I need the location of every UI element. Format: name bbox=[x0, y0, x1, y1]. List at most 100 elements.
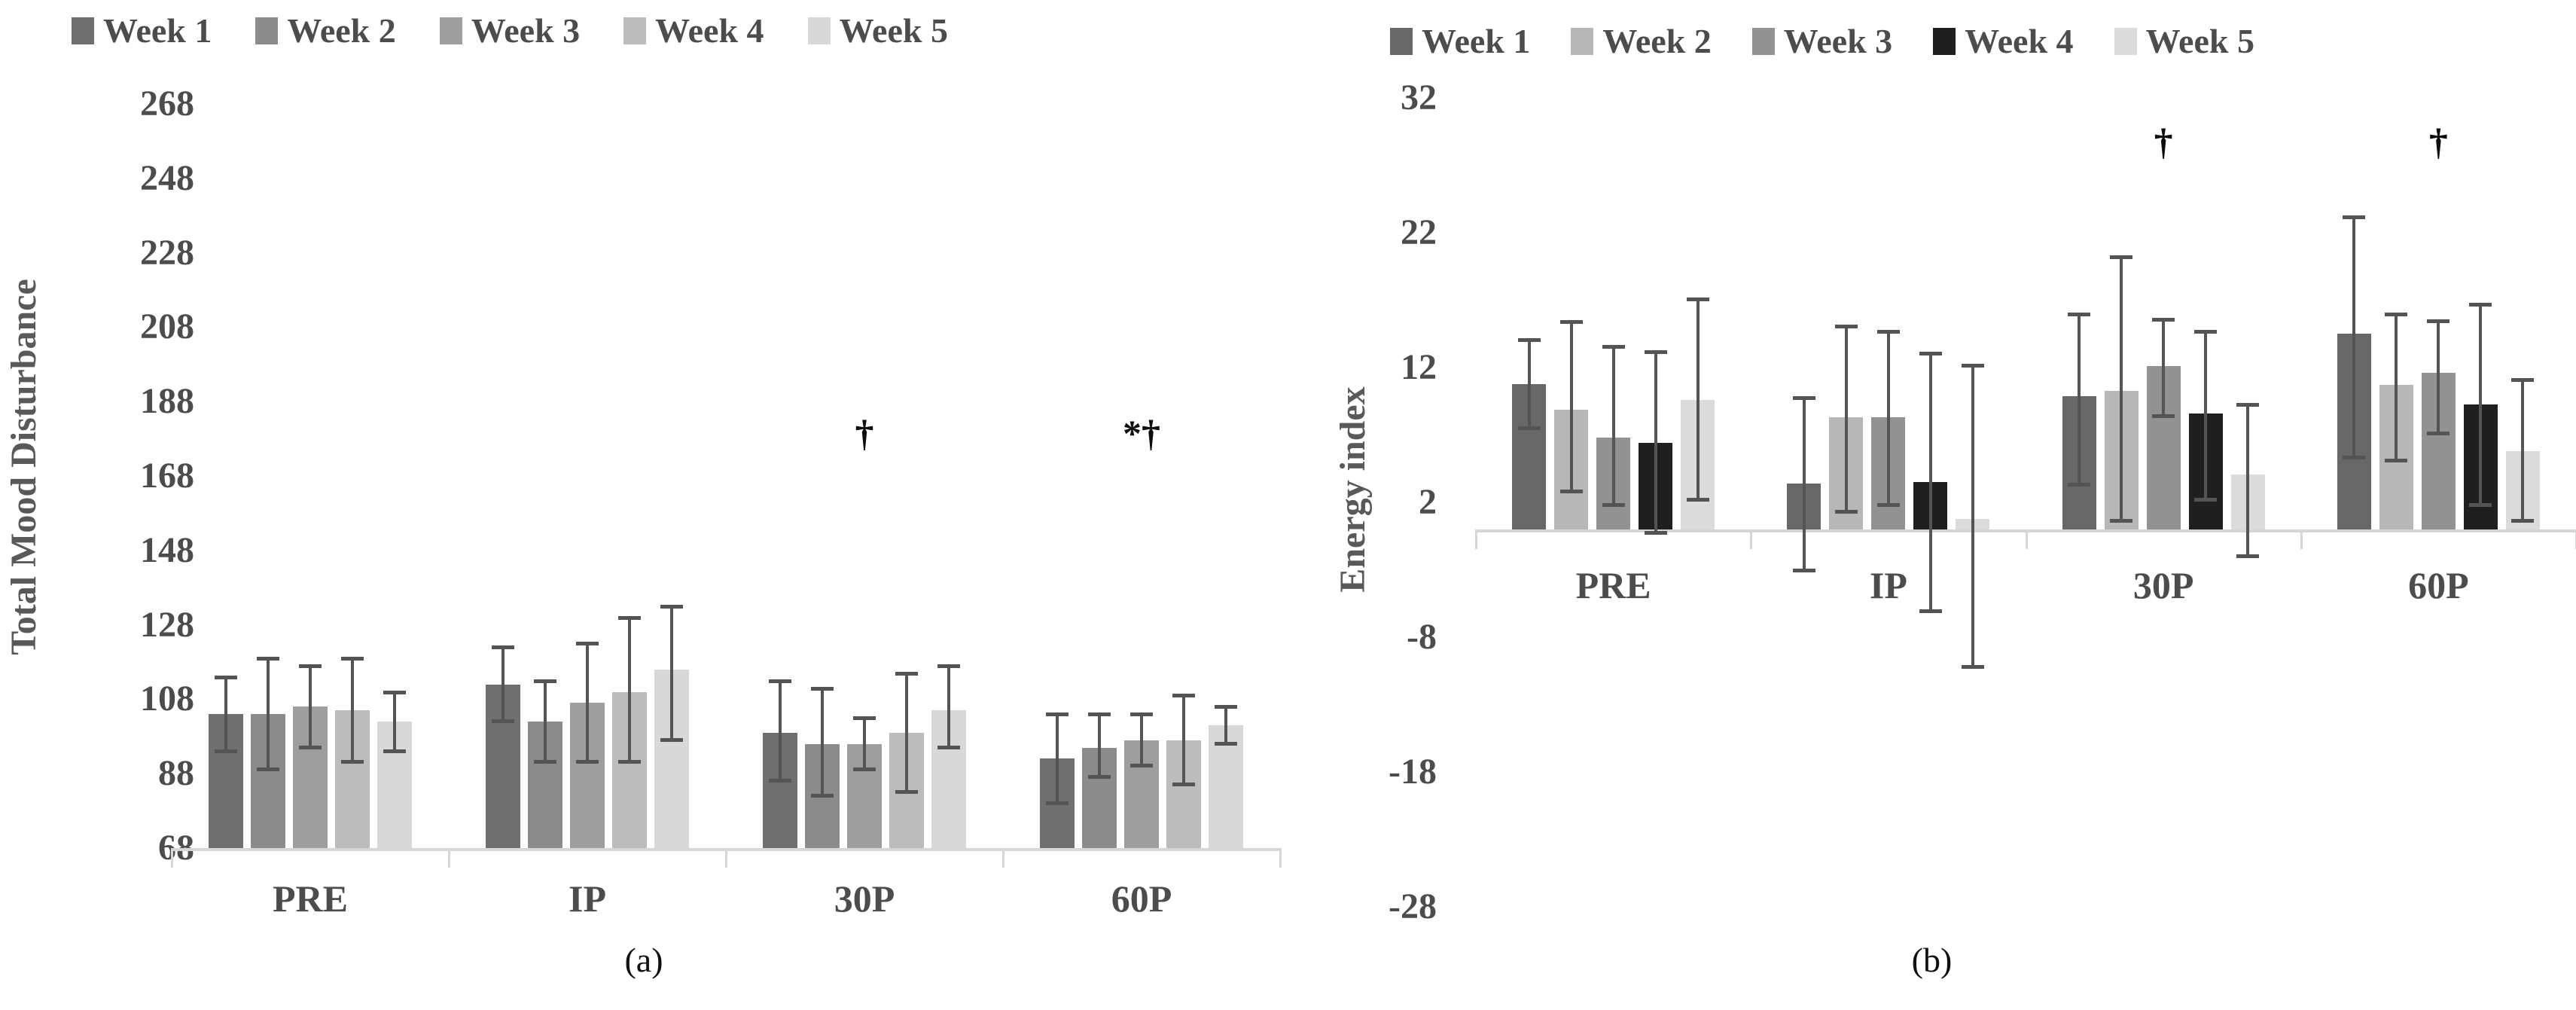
error-bar-cap-bottom bbox=[2068, 482, 2091, 487]
error-bar bbox=[779, 680, 782, 782]
error-bar bbox=[2479, 304, 2483, 505]
axis-boundary-tick bbox=[1475, 529, 1477, 549]
error-bar-cap-top bbox=[2236, 402, 2260, 407]
x-category-label: 60P bbox=[2408, 564, 2469, 606]
x-category-label: 60P bbox=[1111, 877, 1172, 920]
y-tick-label: 68 bbox=[158, 828, 194, 868]
significance-marker: *† bbox=[1123, 411, 1160, 454]
error-bar bbox=[821, 688, 824, 796]
error-bar-cap-top bbox=[1559, 320, 1583, 325]
legend-swatch-icon bbox=[72, 17, 94, 44]
error-bar bbox=[1056, 714, 1059, 804]
error-bar bbox=[947, 665, 950, 748]
error-bar-cap-bottom bbox=[2236, 554, 2260, 558]
error-bar-cap-top bbox=[660, 604, 683, 609]
error-bar-cap-bottom bbox=[1215, 741, 1237, 746]
error-bar-cap-bottom bbox=[2194, 497, 2218, 502]
error-bar bbox=[1696, 298, 1700, 500]
axis-boundary-tick bbox=[2025, 529, 2028, 549]
error-bar-cap-top bbox=[1792, 395, 1815, 400]
axis-boundary-tick bbox=[171, 848, 173, 868]
legend-label: Week 4 bbox=[1965, 22, 2074, 60]
error-bar-cap-bottom bbox=[2511, 519, 2535, 523]
error-bar-cap-top bbox=[215, 675, 237, 679]
legend-label: Week 2 bbox=[287, 11, 396, 50]
error-bar bbox=[1611, 346, 1615, 505]
error-bar-cap-top bbox=[1876, 329, 1900, 334]
error-bar bbox=[393, 691, 396, 752]
axis-boundary-tick bbox=[725, 848, 727, 868]
legend-item: Week 2 bbox=[255, 11, 396, 50]
error-bar-cap-top bbox=[1686, 297, 1709, 301]
error-bar-cap-top bbox=[383, 690, 406, 694]
legend-item: Week 5 bbox=[807, 11, 948, 50]
legend-swatch-icon bbox=[1390, 27, 1413, 55]
error-bar-cap-bottom bbox=[215, 749, 237, 753]
error-bar bbox=[1527, 339, 1531, 429]
error-bar bbox=[1140, 714, 1143, 767]
error-bar-cap-bottom bbox=[1602, 502, 1625, 507]
error-bar bbox=[2521, 380, 2525, 522]
error-bar bbox=[224, 676, 227, 752]
error-bar-cap-top bbox=[2469, 303, 2492, 307]
error-bar-cap-top bbox=[1088, 712, 1111, 717]
y-tick-label: -28 bbox=[1389, 886, 1437, 927]
error-bar-cap-top bbox=[853, 716, 876, 721]
error-bar bbox=[2437, 320, 2440, 434]
error-bar-cap-top bbox=[618, 615, 641, 620]
legend-item: Week 1 bbox=[1390, 21, 1530, 61]
legend-label: Week 1 bbox=[1422, 22, 1531, 60]
legend-label: Week 3 bbox=[471, 11, 581, 50]
error-bar-cap-bottom bbox=[2385, 458, 2408, 462]
error-bar-cap-bottom bbox=[1130, 764, 1153, 768]
error-bar bbox=[1569, 322, 1573, 492]
legend-item: Week 3 bbox=[439, 11, 581, 50]
axis-boundary-tick bbox=[1750, 529, 1753, 549]
error-bar-cap-bottom bbox=[299, 745, 322, 749]
error-bar-cap-top bbox=[1644, 349, 1667, 354]
legend-swatch-icon bbox=[439, 17, 462, 44]
error-bar-cap-top bbox=[1602, 344, 1625, 349]
error-bar-cap-top bbox=[2343, 215, 2366, 219]
error-bar bbox=[586, 643, 589, 763]
error-bar-cap-bottom bbox=[660, 737, 683, 742]
error-bar-cap-top bbox=[769, 679, 791, 683]
legend-label: Week 3 bbox=[1783, 22, 1893, 60]
x-category-label: 30P bbox=[834, 877, 895, 920]
error-bar bbox=[1886, 331, 1890, 505]
y-tick-label: 228 bbox=[140, 232, 194, 273]
error-bar bbox=[2162, 319, 2166, 417]
legend-label: Week 5 bbox=[2145, 22, 2254, 60]
error-bar bbox=[267, 658, 270, 770]
error-bar-cap-top bbox=[1919, 351, 1942, 355]
error-bar-cap-top bbox=[299, 664, 322, 668]
y-tick-label: 208 bbox=[140, 307, 194, 347]
error-bar-cap-bottom bbox=[1792, 569, 1815, 573]
x-category-label: PRE bbox=[1575, 564, 1651, 606]
error-bar-cap-bottom bbox=[576, 760, 599, 764]
y-tick-label: 22 bbox=[1401, 212, 1437, 253]
error-bar-cap-bottom bbox=[769, 779, 791, 783]
legend-swatch-icon bbox=[255, 17, 279, 44]
y-tick-label: 88 bbox=[158, 753, 194, 794]
legend-label: Week 5 bbox=[839, 11, 948, 50]
error-bar-cap-top bbox=[576, 642, 599, 646]
legend-label: Week 4 bbox=[655, 11, 764, 50]
y-tick-label: 188 bbox=[140, 381, 194, 422]
y-tick-label: -18 bbox=[1389, 752, 1437, 792]
error-bar-cap-top bbox=[2068, 312, 2091, 316]
caption-b: (b) bbox=[1911, 941, 1953, 979]
x-category-label: 30P bbox=[2132, 564, 2194, 606]
error-bar-cap-top bbox=[2110, 255, 2133, 260]
error-bar bbox=[544, 680, 547, 763]
error-bar-cap-top bbox=[534, 679, 556, 683]
error-bar bbox=[1224, 706, 1227, 744]
caption-a: (a) bbox=[624, 941, 663, 979]
y-tick-label: 168 bbox=[140, 456, 194, 496]
legend-swatch-icon bbox=[807, 17, 831, 44]
significance-marker: † bbox=[2154, 121, 2173, 163]
error-bar bbox=[863, 718, 866, 770]
error-bar-cap-bottom bbox=[492, 719, 514, 724]
error-bar-cap-bottom bbox=[2343, 456, 2366, 460]
